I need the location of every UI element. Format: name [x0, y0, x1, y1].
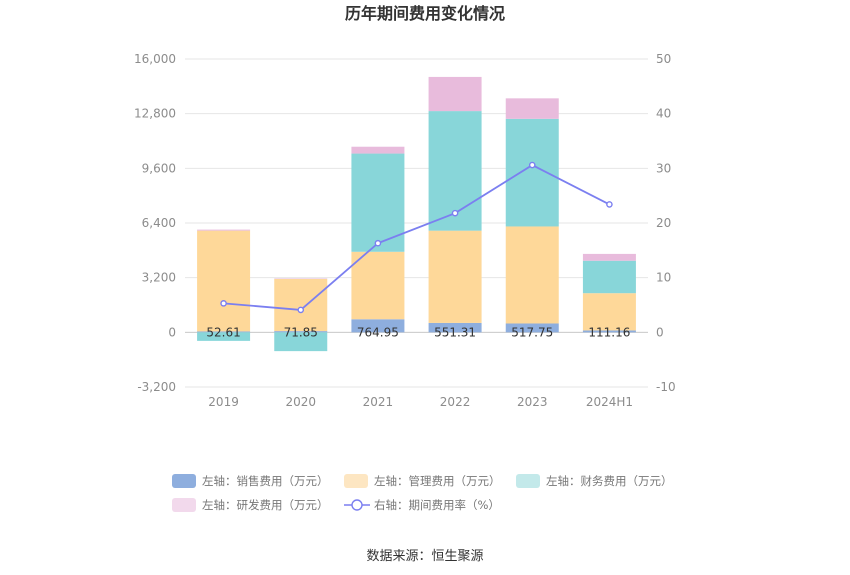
bar: [351, 251, 405, 320]
x-axis-tick: 2024H1: [586, 395, 633, 409]
bar: [505, 118, 559, 227]
x-axis-tick: 2019: [208, 395, 239, 409]
rate-point: [220, 300, 227, 307]
bar: [197, 229, 251, 231]
right-axis-tick: -10: [656, 380, 676, 394]
legend-label: 右轴：期间费用率（%）: [374, 498, 500, 512]
left-axis-tick: 0: [168, 325, 176, 339]
right-axis-tick: 10: [656, 271, 671, 285]
sales-data-label: 551.31: [434, 325, 476, 339]
left-axis: 16,000 12,800 9,600 6,400 3,200 0 -3,200: [134, 52, 176, 394]
right-axis-tick: 20: [656, 216, 671, 230]
bar: [274, 332, 328, 352]
bar: [428, 76, 482, 112]
sales-data-label: 517.75: [511, 325, 553, 339]
left-axis-tick: -3,200: [137, 380, 176, 394]
bars: [197, 76, 636, 352]
bar: [274, 278, 328, 280]
legend-label: 左轴：销售费用（万元）: [202, 474, 329, 488]
right-axis-tick: 0: [656, 325, 664, 339]
bar: [351, 146, 405, 154]
legend-item[interactable]: 左轴：销售费用（万元）: [172, 474, 329, 488]
right-axis-tick: 30: [656, 161, 671, 175]
bar: [428, 322, 482, 333]
left-axis-tick: 9,600: [142, 161, 176, 175]
rate-point: [451, 209, 459, 217]
legend-marker: [351, 499, 363, 511]
bar: [428, 230, 482, 323]
legend-label: 左轴：研发费用（万元）: [202, 498, 329, 512]
legend-swatch: [172, 474, 196, 488]
legend-label: 左轴：财务费用（万元）: [546, 474, 673, 488]
bar: [197, 332, 251, 341]
x-axis-tick: 2023: [517, 395, 548, 409]
left-axis-tick: 16,000: [134, 52, 176, 66]
bar: [582, 260, 636, 294]
legend-swatch: [172, 498, 196, 512]
bar: [505, 323, 559, 333]
legend-item[interactable]: 左轴：管理费用（万元）: [344, 474, 501, 488]
sales-data-label: 71.85: [284, 325, 318, 339]
x-axis-tick: 2022: [440, 395, 471, 409]
rate-point: [374, 239, 382, 247]
x-axis-tick: 2021: [363, 395, 394, 409]
bar: [351, 153, 405, 252]
rate-point: [606, 201, 613, 208]
bar-labels: 52.61 71.85 764.95 551.31 517.75 111.16: [206, 325, 630, 339]
legend-swatch: [516, 474, 540, 488]
right-axis-tick: 50: [656, 52, 671, 66]
bar: [274, 331, 328, 333]
bar: [197, 331, 251, 333]
bar: [582, 293, 636, 331]
legend-label: 左轴：管理费用（万元）: [374, 474, 501, 488]
sales-data-label: 52.61: [206, 325, 240, 339]
bar: [351, 319, 405, 333]
bar: [197, 230, 251, 332]
rate-line: [220, 161, 613, 314]
grid: [185, 58, 648, 388]
data-source: 数据来源：恒生聚源: [366, 549, 483, 564]
right-axis-tick: 40: [656, 107, 671, 121]
rate-point: [528, 161, 536, 169]
bar: [505, 98, 559, 119]
bar: [582, 253, 636, 261]
rate-line-path: [223, 164, 610, 311]
legend-swatch: [344, 474, 368, 488]
right-axis: 50 40 30 20 10 0 -10: [656, 52, 676, 394]
left-axis-tick: 3,200: [142, 271, 176, 285]
legend-item[interactable]: 右轴：期间费用率（%）: [344, 498, 500, 512]
legend[interactable]: 左轴：销售费用（万元） 左轴：管理费用（万元） 左轴：财务费用（万元） 左轴：研发费用…: [172, 474, 673, 512]
x-axis-tick: 2020: [285, 395, 316, 409]
chart-title: 历年期间费用变化情况: [345, 4, 505, 23]
bar: [582, 330, 636, 333]
rate-point: [297, 306, 305, 314]
left-axis-tick: 12,800: [134, 107, 176, 121]
bar: [274, 279, 328, 332]
sales-data-label: 764.95: [357, 325, 399, 339]
left-axis-tick: 6,400: [142, 216, 176, 230]
bar: [505, 226, 559, 324]
x-axis: 2019 2020 2021 2022 2023 2024H1: [208, 395, 633, 409]
legend-item[interactable]: 左轴：财务费用（万元）: [516, 474, 673, 488]
legend-item[interactable]: 左轴：研发费用（万元）: [172, 498, 329, 512]
sales-data-label: 111.16: [588, 325, 630, 339]
